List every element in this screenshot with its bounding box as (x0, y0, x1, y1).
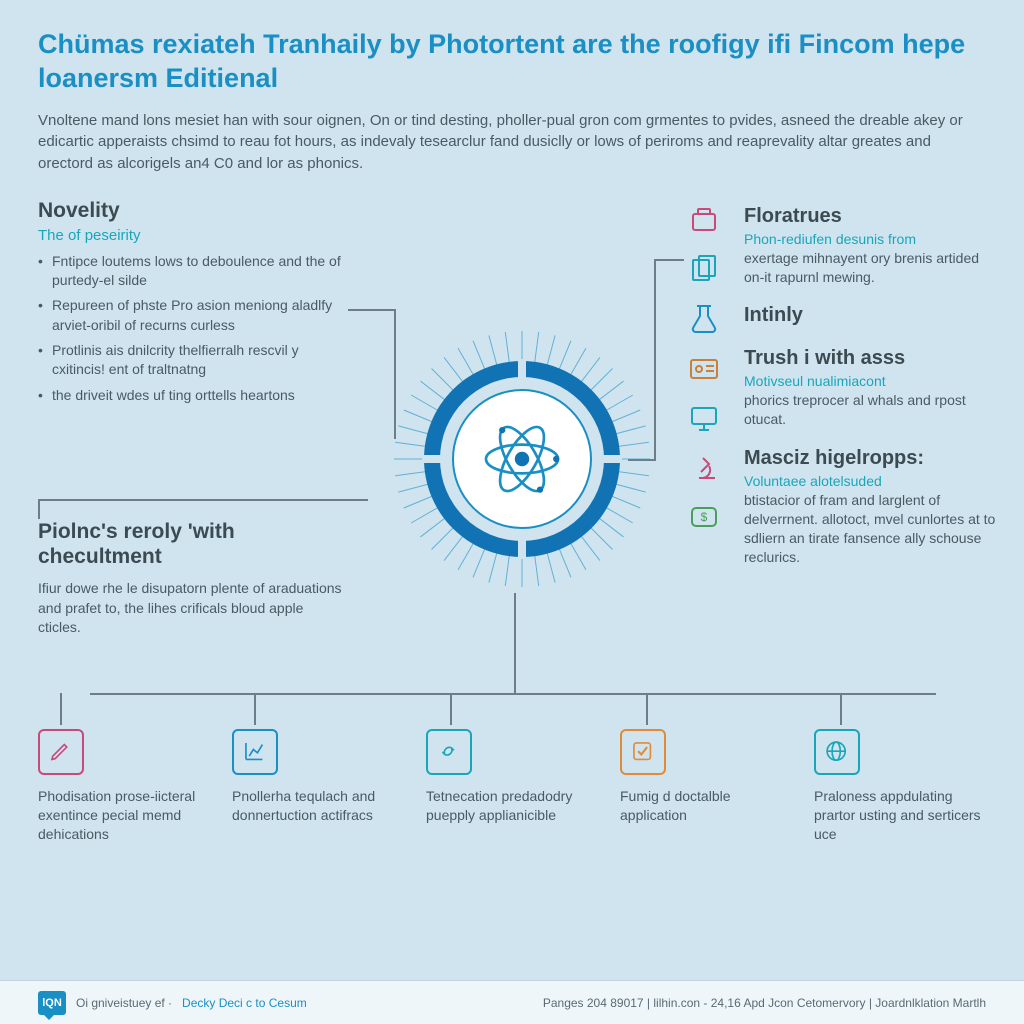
right-text-column: Floratrues Phon-rediufen desunis fromexer… (744, 199, 998, 579)
bottom-card: Fumig d doctalble application (620, 729, 792, 844)
right-heading: Floratrues (744, 205, 998, 228)
atom-icon (477, 414, 567, 504)
bottom-card-text: Tetnecation predadodry puepply applianic… (426, 787, 598, 825)
connector (628, 459, 656, 461)
connector (348, 309, 394, 311)
chart-icon (232, 729, 278, 775)
connector (60, 693, 62, 725)
monitor-icon (684, 399, 724, 439)
globe-icon (814, 729, 860, 775)
novelty-bullet: Fntipce loutems lows to deboulence and t… (38, 252, 348, 291)
id-card-icon (684, 349, 724, 389)
right-icon-column: $ (684, 199, 730, 549)
right-heading: Trush i with asss (744, 347, 998, 370)
policy-body: Ifiur dowe rhe le disupatorn plente of a… (38, 579, 348, 638)
right-heading: Masciz higelropps: (744, 447, 998, 470)
right-body: phorics treprocer al whals and rpost otu… (744, 391, 998, 429)
connector (514, 593, 516, 693)
novelty-bullet: the driveit wdes uf ting orttells hearto… (38, 386, 348, 405)
check-icon (620, 729, 666, 775)
novelty-heading: Novelity (38, 199, 348, 223)
connector (654, 259, 656, 459)
main-diagram: Novelity The of peseirity Fntipce loutem… (38, 199, 986, 1024)
center-medallion (392, 329, 652, 589)
right-body: btistacior of fram and larglent of delve… (744, 491, 998, 567)
right-subheading: Voluntaee alotelsuded (744, 472, 998, 491)
bottom-card-text: Fumig d doctalble application (620, 787, 792, 825)
briefcase-icon (684, 199, 724, 239)
documents-icon (684, 249, 724, 289)
footer-left-text: Oi gniveistuey ef · (76, 996, 172, 1010)
pencil-icon (38, 729, 84, 775)
right-subheading: Phon-rediufen desunis from (744, 230, 998, 249)
connector (654, 259, 684, 261)
chat-money-icon: $ (684, 499, 724, 539)
novelty-bullet: Repureen of phste Pro asion meniong alad… (38, 296, 348, 335)
bottom-card-row: Phodisation prose-iicteral exentince pec… (38, 729, 986, 844)
novelty-bullets: Fntipce loutems lows to deboulence and t… (38, 252, 348, 405)
right-body: exertage mihnayent ory brenis artided on… (744, 249, 998, 287)
connector (450, 693, 452, 725)
footer-logo: lQN (38, 991, 66, 1015)
bottom-card: Tetnecation predadodry puepply applianic… (426, 729, 598, 844)
page-title: Chümas rexiateh Tranhaily by Photortent … (38, 28, 986, 96)
footer-link[interactable]: Decky Deci c to Cesum (182, 996, 307, 1010)
bottom-card-text: Phodisation prose-iicteral exentince pec… (38, 787, 210, 844)
novelty-block: Novelity The of peseirity Fntipce loutem… (38, 199, 348, 411)
novelty-subheading: The of peseirity (38, 227, 348, 244)
bottom-card: Praloness appdulating prartor usting and… (814, 729, 986, 844)
atom-badge (452, 389, 592, 529)
right-heading: Intinly (744, 304, 998, 327)
footer-right-text: Panges 204 89017 | lilhin.con - 24,16 Ap… (543, 996, 986, 1010)
microscope-icon (684, 449, 724, 489)
link-icon (426, 729, 472, 775)
bottom-card: Phodisation prose-iicteral exentince pec… (38, 729, 210, 844)
connector (646, 693, 648, 725)
bottom-card-text: Praloness appdulating prartor usting and… (814, 787, 986, 844)
connector (38, 499, 368, 501)
connector (840, 693, 842, 725)
novelty-bullet: Protlinis ais dnilcrity thelfierralh res… (38, 341, 348, 380)
right-subheading: Motivseul nualimiacont (744, 372, 998, 391)
page-footer: lQN Oi gniveistuey ef · Decky Deci c to … (0, 980, 1024, 1024)
connector (254, 693, 256, 725)
policy-heading: Piolnc's reroly 'with checultment (38, 519, 348, 569)
connector (90, 693, 936, 695)
bottom-card-text: Pnollerha tequlach and donnertuction act… (232, 787, 404, 825)
flask-icon (684, 299, 724, 339)
bottom-card: Pnollerha tequlach and donnertuction act… (232, 729, 404, 844)
connector (38, 499, 40, 519)
intro-paragraph: Vnoltene mand lons mesiet han with sour … (38, 110, 986, 175)
svg-text:$: $ (701, 510, 708, 524)
policy-block: Piolnc's reroly 'with checultment Ifiur … (38, 519, 348, 638)
